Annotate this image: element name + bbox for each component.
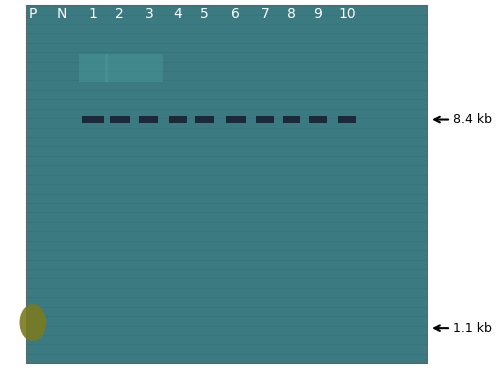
Text: 8.4 kb: 8.4 kb <box>454 113 492 126</box>
Text: P: P <box>28 7 37 21</box>
Bar <box>256 116 274 123</box>
Text: 4: 4 <box>174 7 182 21</box>
Text: 8: 8 <box>287 7 296 21</box>
Bar <box>309 116 327 123</box>
Text: 5: 5 <box>200 7 209 21</box>
Bar <box>195 116 214 123</box>
Bar <box>78 54 108 82</box>
Text: 1: 1 <box>89 7 98 21</box>
Text: 9: 9 <box>314 7 322 21</box>
Bar <box>134 54 164 82</box>
Text: 7: 7 <box>260 7 269 21</box>
Text: 3: 3 <box>144 7 153 21</box>
Bar <box>139 116 158 123</box>
Bar <box>110 116 130 123</box>
Bar <box>26 5 427 363</box>
Bar <box>82 116 104 123</box>
Text: 6: 6 <box>232 7 240 21</box>
Bar <box>282 116 300 123</box>
Bar <box>338 116 356 123</box>
Text: 2: 2 <box>116 7 124 21</box>
Ellipse shape <box>20 304 46 341</box>
Text: 10: 10 <box>338 7 356 21</box>
Bar <box>226 116 246 123</box>
Text: 1.1 kb: 1.1 kb <box>454 322 492 335</box>
Text: N: N <box>56 7 67 21</box>
Bar <box>168 116 187 123</box>
Bar <box>106 54 134 82</box>
